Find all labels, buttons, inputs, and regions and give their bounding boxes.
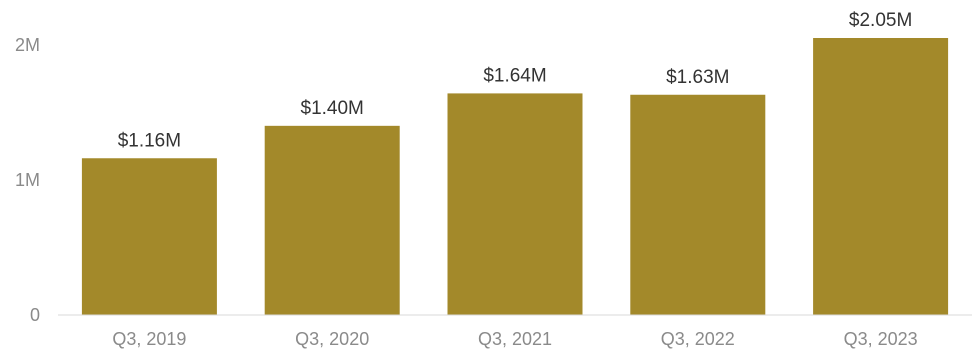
x-axis-labels: Q3, 2019 Q3, 2020 Q3, 2021 Q3, 2022 Q3, 2023 xyxy=(112,329,917,349)
y-tick-label: 0 xyxy=(30,305,40,325)
bar[interactable] xyxy=(813,38,949,315)
bar-value-label: $2.05M xyxy=(849,10,912,31)
data-labels-group: $1.16M $1.40M $1.64M $1.63M $2.05M xyxy=(118,10,913,151)
bar-value-label: $1.16M xyxy=(118,130,181,151)
x-tick-label: Q3, 2021 xyxy=(478,329,552,349)
bar-value-label: $1.63M xyxy=(666,67,729,88)
bar-value-label: $1.40M xyxy=(301,98,364,119)
x-tick-label: Q3, 2020 xyxy=(295,329,369,349)
y-axis-ticks: 0 1M 2M xyxy=(15,35,40,325)
bar[interactable] xyxy=(264,125,400,315)
y-tick-label: 1M xyxy=(15,170,40,190)
x-tick-label: Q3, 2022 xyxy=(661,329,735,349)
bar[interactable] xyxy=(630,94,766,315)
bar[interactable] xyxy=(81,158,217,315)
x-tick-label: Q3, 2023 xyxy=(844,329,918,349)
bar[interactable] xyxy=(447,93,583,316)
bars-group xyxy=(81,38,949,316)
x-tick-label: Q3, 2019 xyxy=(112,329,186,349)
y-tick-label: 2M xyxy=(15,35,40,55)
bar-value-label: $1.64M xyxy=(483,65,546,86)
